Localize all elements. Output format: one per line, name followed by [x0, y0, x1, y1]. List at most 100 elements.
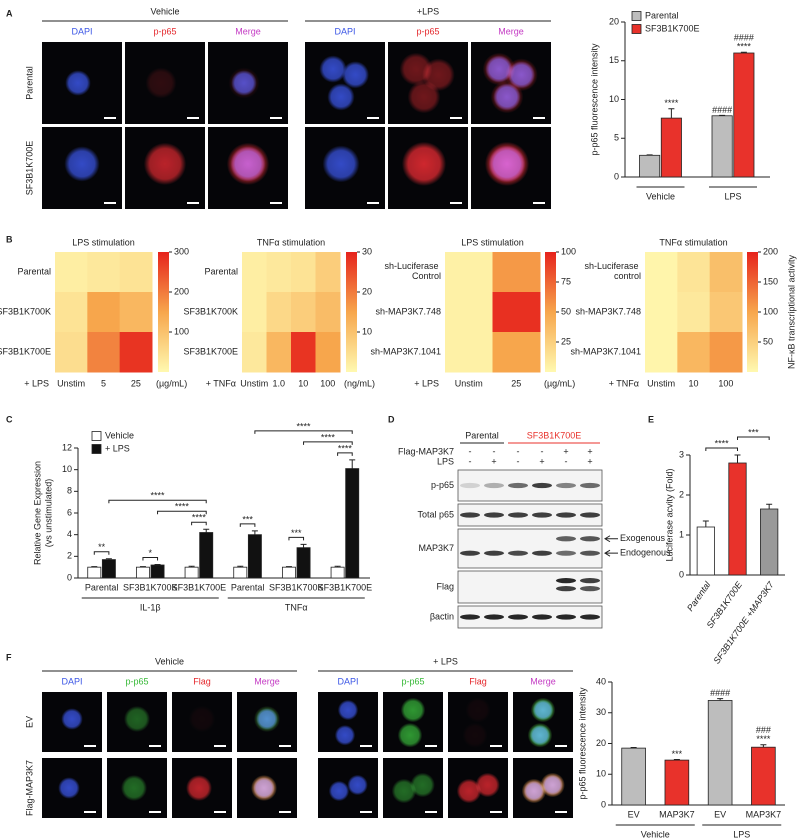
channel-label: Merge — [498, 26, 524, 36]
cell — [327, 83, 355, 111]
colorbar-tick-label: 200 — [174, 286, 189, 296]
significance-bracket — [737, 436, 770, 440]
cell — [540, 772, 565, 798]
bar — [733, 52, 755, 178]
y-tick-label: 8 — [67, 486, 72, 496]
x-tick-label: SF3B1K700K — [123, 582, 178, 592]
x-tick-label: EV — [628, 809, 640, 819]
band — [580, 586, 600, 592]
cell — [254, 706, 280, 732]
error-bar — [139, 566, 146, 568]
error-bar — [91, 566, 98, 568]
y-tick-label: 10 — [609, 94, 619, 104]
error-bar — [717, 698, 724, 701]
group-label: IL-1β — [140, 602, 161, 612]
y-tick-label: 30 — [596, 707, 606, 717]
heatmap-cell — [87, 252, 121, 293]
significance-label: **** — [737, 42, 752, 52]
cell — [490, 80, 524, 114]
band — [484, 550, 504, 556]
cell — [410, 772, 435, 798]
bar — [150, 564, 165, 579]
band — [460, 550, 480, 556]
colorbar-tick-label: 300 — [174, 246, 189, 256]
x-tick-label: SF3B1K700E — [318, 582, 373, 592]
heatmap-cell — [315, 292, 341, 333]
error-bar — [668, 108, 675, 119]
cell — [58, 777, 80, 799]
heatmap-cell — [291, 332, 316, 373]
x-tick-label: Unstim — [455, 378, 483, 388]
row-label: sh-MAP3K7.1041 — [570, 346, 641, 356]
y-axis-label: p-p65 fluorescence intensity — [577, 687, 587, 800]
y-tick-label: 12 — [62, 442, 72, 452]
band — [460, 512, 480, 518]
significance-label: #### — [712, 105, 732, 115]
heatmap-cell — [709, 292, 743, 333]
bar — [330, 566, 345, 579]
significance-label: **** — [338, 443, 353, 453]
significance-label: **** — [321, 432, 336, 442]
bar — [751, 746, 776, 806]
band — [532, 482, 552, 489]
heatmap-title: LPS stimulation — [461, 237, 524, 247]
panel-letter: B — [6, 234, 13, 244]
heatmap-title: LPS stimulation — [72, 237, 135, 247]
row-label: sh-MAP3K7.748 — [375, 306, 441, 316]
cell — [334, 725, 356, 746]
band — [580, 614, 600, 620]
heatmap-cell — [445, 292, 493, 333]
y-axis-label: (vs unstimulated) — [43, 479, 53, 548]
cell — [401, 141, 447, 186]
error-bar — [760, 744, 767, 748]
colorbar-tick-label: 100 — [561, 246, 576, 256]
heatmap-cell — [445, 252, 493, 293]
significance-bracket — [191, 521, 207, 526]
cell — [407, 80, 441, 114]
error-bar — [154, 563, 161, 565]
significance-label: **** — [756, 734, 771, 744]
bar — [728, 462, 747, 576]
bar — [135, 566, 150, 579]
y-tick-label: 20 — [609, 16, 619, 26]
x-prefix: + LPS — [414, 378, 439, 388]
y-tick-label: 0 — [679, 569, 684, 579]
x-tick-label: SF3B1K700K — [269, 582, 324, 592]
heatmap-cell — [445, 332, 493, 373]
bar — [639, 154, 661, 178]
bar — [281, 566, 296, 579]
bar — [233, 566, 248, 579]
band — [556, 586, 576, 592]
y-tick-label: 0 — [614, 171, 619, 181]
cell — [228, 67, 260, 99]
cell — [61, 708, 83, 730]
significance-label: #### — [710, 688, 730, 698]
cell — [226, 142, 270, 186]
heatmap-cell — [119, 252, 153, 293]
band — [484, 614, 504, 620]
heatmap-cell — [709, 252, 743, 293]
heatmap-cell — [266, 252, 292, 293]
significance-label: **** — [192, 513, 207, 523]
x-tick-label: 5 — [101, 378, 106, 388]
bar — [184, 566, 199, 579]
error-bar — [203, 528, 210, 533]
channel-label: Flag — [193, 676, 211, 686]
legend-swatch — [631, 11, 642, 21]
band — [556, 578, 576, 584]
x-tick-label: 1.0 — [272, 378, 285, 388]
y-tick-label: 6 — [67, 507, 72, 517]
x-tick-label: Vehicle — [646, 191, 675, 201]
x-unit: (µg/mL) — [544, 378, 575, 388]
cell — [462, 722, 488, 748]
y-tick-label: 15 — [609, 55, 619, 65]
row-label: sh-MAP3K7.748 — [575, 306, 641, 316]
condition-sign: - — [517, 446, 520, 456]
x-tick-label: LPS — [724, 191, 741, 201]
group-label: Vehicle — [641, 829, 670, 839]
channel-label: DAPI — [71, 26, 92, 36]
x-unit: (µg/mL) — [156, 378, 187, 388]
cell — [189, 706, 215, 732]
row-label: Parental — [17, 266, 51, 276]
